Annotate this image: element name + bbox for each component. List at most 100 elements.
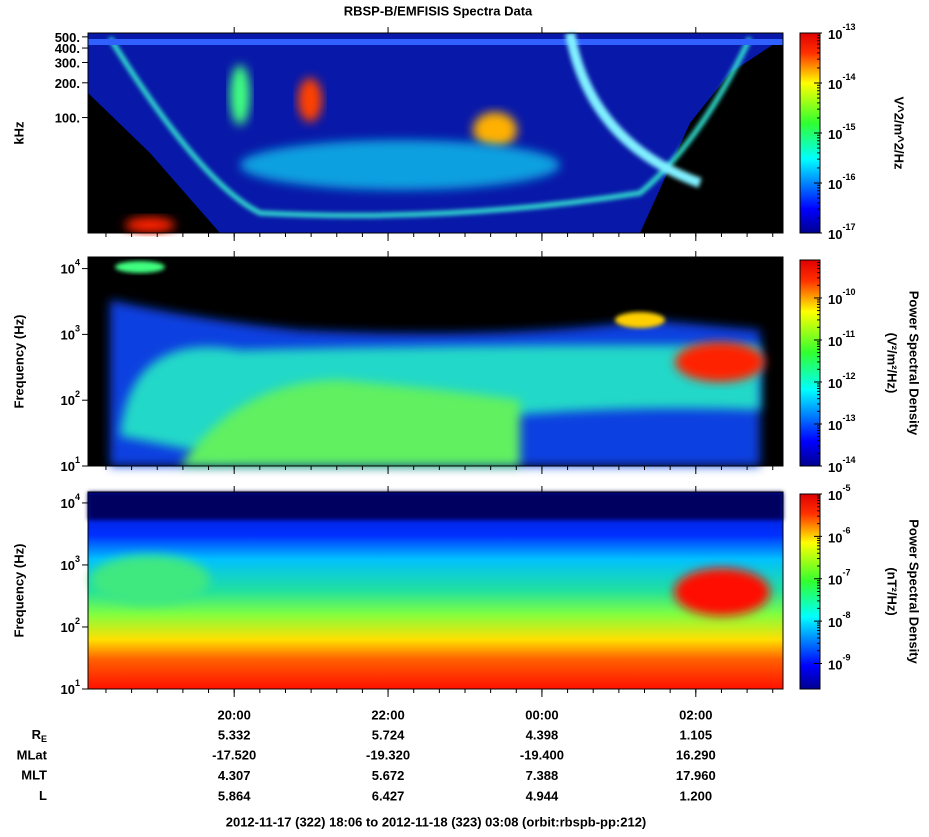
ephemeris-label-base: L <box>39 788 47 803</box>
y-axis-label: Frequency (Hz) <box>11 315 26 409</box>
y-tick-label-exp: 3 <box>75 324 80 334</box>
colorbar-tick-label-exp: -17 <box>842 222 855 232</box>
colorbar-tick-label-base: 10 <box>828 27 842 42</box>
spectrogram-quiet <box>88 93 220 233</box>
x-tick-label: 00:00 <box>525 707 558 722</box>
colorbar-tick-label: 10-15 <box>828 122 855 142</box>
y-tick-label: 100. <box>55 111 80 126</box>
colorbar-tick-label-base: 10 <box>828 616 842 631</box>
colorbar-tick-label-exp: -8 <box>842 610 850 620</box>
colorbar-tick-label-exp: -7 <box>842 568 850 578</box>
colorbar-tick-label-base: 10 <box>828 127 842 142</box>
ephemeris-value: 5.672 <box>372 768 405 783</box>
colorbar-tick-label-base: 10 <box>828 177 842 192</box>
ephemeris-label: L <box>39 788 47 803</box>
spectrogram-arc <box>565 32 702 188</box>
spectrogram-feature <box>675 342 765 382</box>
colorbar-tick-label: 10-13 <box>828 413 855 433</box>
ephemeris-value: 6.427 <box>372 788 405 803</box>
figure-title: RBSP-B/EMFISIS Spectra Data <box>344 3 533 18</box>
spectrogram-band <box>180 380 520 466</box>
colorbar-tick-label-exp: -10 <box>842 287 855 297</box>
y-axis-label: kHz <box>11 121 26 145</box>
ephemeris-value: -17.520 <box>212 748 256 763</box>
ephemeris-value: 17.960 <box>676 768 716 783</box>
colorbar-tick-label-exp: -12 <box>842 371 855 381</box>
ephemeris-value: 4.398 <box>526 727 559 742</box>
colorbar-tick-label-base: 10 <box>828 488 842 503</box>
ephemeris-value: 1.200 <box>680 788 713 803</box>
y-tick-label-exp: 2 <box>75 616 80 626</box>
ephemeris-value: 5.724 <box>372 727 405 742</box>
ephemeris-value: -19.320 <box>366 748 410 763</box>
y-tick-label: 104 <box>61 492 80 511</box>
y-tick-label-base: 100. <box>55 111 80 126</box>
colorbar-tick-label-exp: -13 <box>842 413 855 423</box>
colorbar-tick-label: 10-13 <box>828 22 855 42</box>
y-tick-label: 102 <box>61 390 80 409</box>
colorbar-tick-label: 10-12 <box>828 371 855 391</box>
ephemeris-value: 1.105 <box>680 727 713 742</box>
colorbar-tick-label-base: 10 <box>828 77 842 92</box>
spectrogram-feature <box>125 217 175 233</box>
ephemeris-label: MLT <box>21 768 47 783</box>
colorbar-tick-label: 10-9 <box>828 653 850 673</box>
spectrogram-band <box>107 36 753 218</box>
ephemeris-label: RE <box>32 727 47 744</box>
colorbar-label: (nT²/Hz) <box>885 567 900 615</box>
colorbar-tick-label-exp: -14 <box>842 72 855 82</box>
colorbar-tick-label: 10-16 <box>828 172 855 192</box>
colorbar-label: Power Spectral Density <box>907 291 922 436</box>
footer: 2012-11-17 (322) 18:06 to 2012-11-18 (32… <box>226 814 647 829</box>
plot-frame <box>87 256 784 467</box>
colorbar-label: Power Spectral Density <box>907 519 922 664</box>
colorbar-tick-label-exp: -15 <box>842 122 855 132</box>
y-tick-label-base: 300. <box>55 56 80 71</box>
colorbar-tick-label-exp: -11 <box>842 329 855 339</box>
y-tick-label-exp: 3 <box>75 554 80 564</box>
colorbar-tick-label-base: 10 <box>828 418 842 433</box>
spectrogram-feature <box>615 312 665 328</box>
spectrogram-feature <box>230 65 250 125</box>
ephemeris-value: -19.400 <box>520 748 564 763</box>
colorbar-tick-label: 10-8 <box>828 610 850 630</box>
y-tick-label-base: 10 <box>61 394 75 409</box>
spectrogram-band <box>88 39 783 45</box>
spectrogram-quiet <box>640 38 783 233</box>
ephemeris-label-sub: E <box>41 734 47 744</box>
y-tick-label-exp: 2 <box>75 390 80 400</box>
colorbar-tick-label: 10-10 <box>828 287 855 307</box>
ephemeris-value: 5.864 <box>218 788 251 803</box>
colorbar-tick-label: 10-14 <box>828 72 855 92</box>
colorbar-tick-label: 10-5 <box>828 483 850 503</box>
x-tick-label: 02:00 <box>679 707 712 722</box>
spectrogram-top <box>88 492 783 520</box>
colorbar-tick-label: 10-14 <box>828 455 855 475</box>
ephemeris-value: 5.332 <box>218 727 251 742</box>
colorbar-tick-label: 10-6 <box>828 526 850 546</box>
y-tick-label-base: 500. <box>55 30 80 45</box>
y-tick-label: 101 <box>61 678 80 697</box>
spectrogram-feature <box>240 140 560 190</box>
colorbar-label: V^2/m^2/Hz <box>892 97 907 170</box>
y-tick-label: 200. <box>55 76 80 91</box>
colorbar-tick-label-exp: -9 <box>842 653 850 663</box>
y-tick-label-exp: 1 <box>75 678 80 688</box>
ephemeris-label: MLat <box>17 748 48 763</box>
y-tick-label-base: 400. <box>55 41 80 56</box>
ephemeris-label-base: MLat <box>17 748 48 763</box>
colorbar-tick-label: 10-17 <box>828 222 855 242</box>
colorbar-tick-label: 10-11 <box>828 329 855 349</box>
colorbar-tick-label-base: 10 <box>828 376 842 391</box>
y-tick-label-base: 10 <box>61 682 75 697</box>
y-axis-label: Frequency (Hz) <box>11 544 26 638</box>
y-tick-label-base: 10 <box>61 328 75 343</box>
spectrogram-feature <box>674 568 770 616</box>
ephemeris-value: 4.944 <box>526 788 559 803</box>
spectrogram-feature <box>298 78 322 122</box>
y-tick-label-base: 200. <box>55 76 80 91</box>
y-tick-label-base: 10 <box>61 459 75 474</box>
spectrogram-feature <box>115 261 165 273</box>
colorbar-tick-label-base: 10 <box>828 573 842 588</box>
